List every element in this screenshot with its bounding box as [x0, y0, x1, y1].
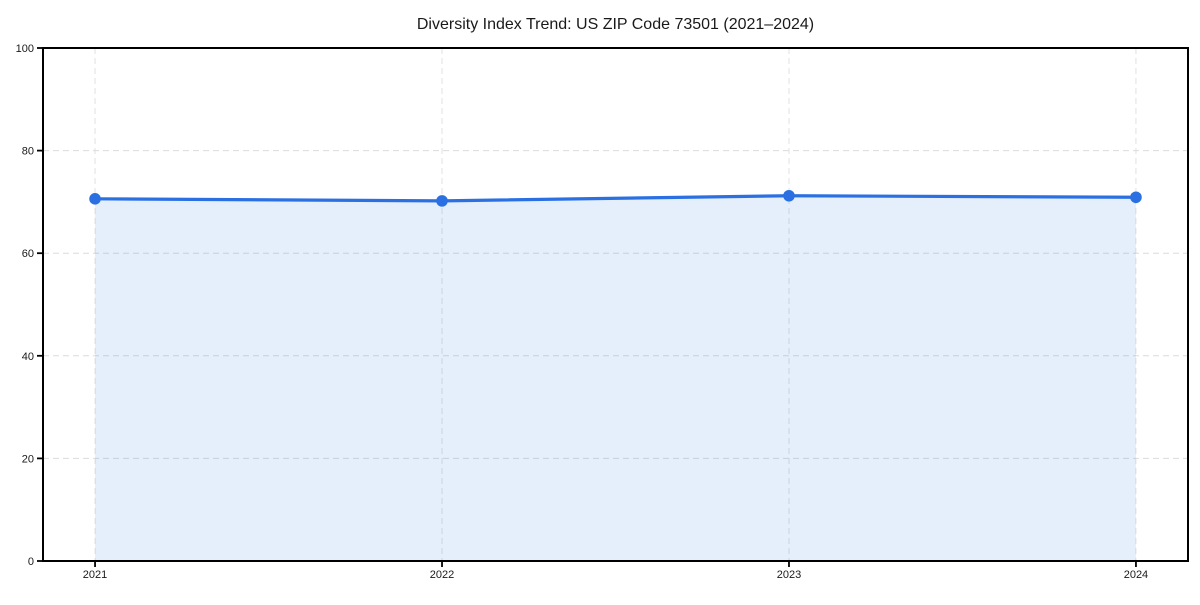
- axes-spines: [42, 47, 1189, 562]
- x-tick-label: 2022: [430, 569, 454, 581]
- data-point-2022: [436, 195, 448, 207]
- x-tick-label: 2023: [777, 569, 801, 581]
- y-tick-label: 0: [28, 556, 34, 568]
- data-point-2023: [783, 189, 795, 202]
- data-point-2021: [89, 193, 101, 205]
- axis-ticks: [37, 47, 1137, 567]
- x-tick-label: 2021: [83, 569, 107, 581]
- y-tick-label: 20: [22, 453, 34, 465]
- y-tick-label: 100: [16, 43, 34, 55]
- plot-border: [42, 47, 1189, 562]
- y-tick-label: 60: [22, 248, 34, 260]
- trend-line-path: [93, 194, 1138, 203]
- trend-line: [93, 194, 1138, 203]
- data-point-2024: [1130, 191, 1142, 204]
- y-tick-labels: 0 20 40 60 80 100: [16, 43, 34, 568]
- x-tick-label: 2024: [1124, 569, 1148, 581]
- gridlines: [43, 48, 1188, 561]
- area-fill-shape: [95, 195, 1136, 561]
- y-tick-label: 40: [22, 351, 34, 363]
- data-points: [89, 189, 1142, 207]
- chart-title: Diversity Index Trend: US ZIP Code 73501…: [417, 16, 814, 33]
- x-tick-labels: 2021 2022 2023 2024: [83, 569, 1148, 581]
- y-tick-label: 80: [22, 146, 34, 158]
- area-fill: [95, 195, 1136, 561]
